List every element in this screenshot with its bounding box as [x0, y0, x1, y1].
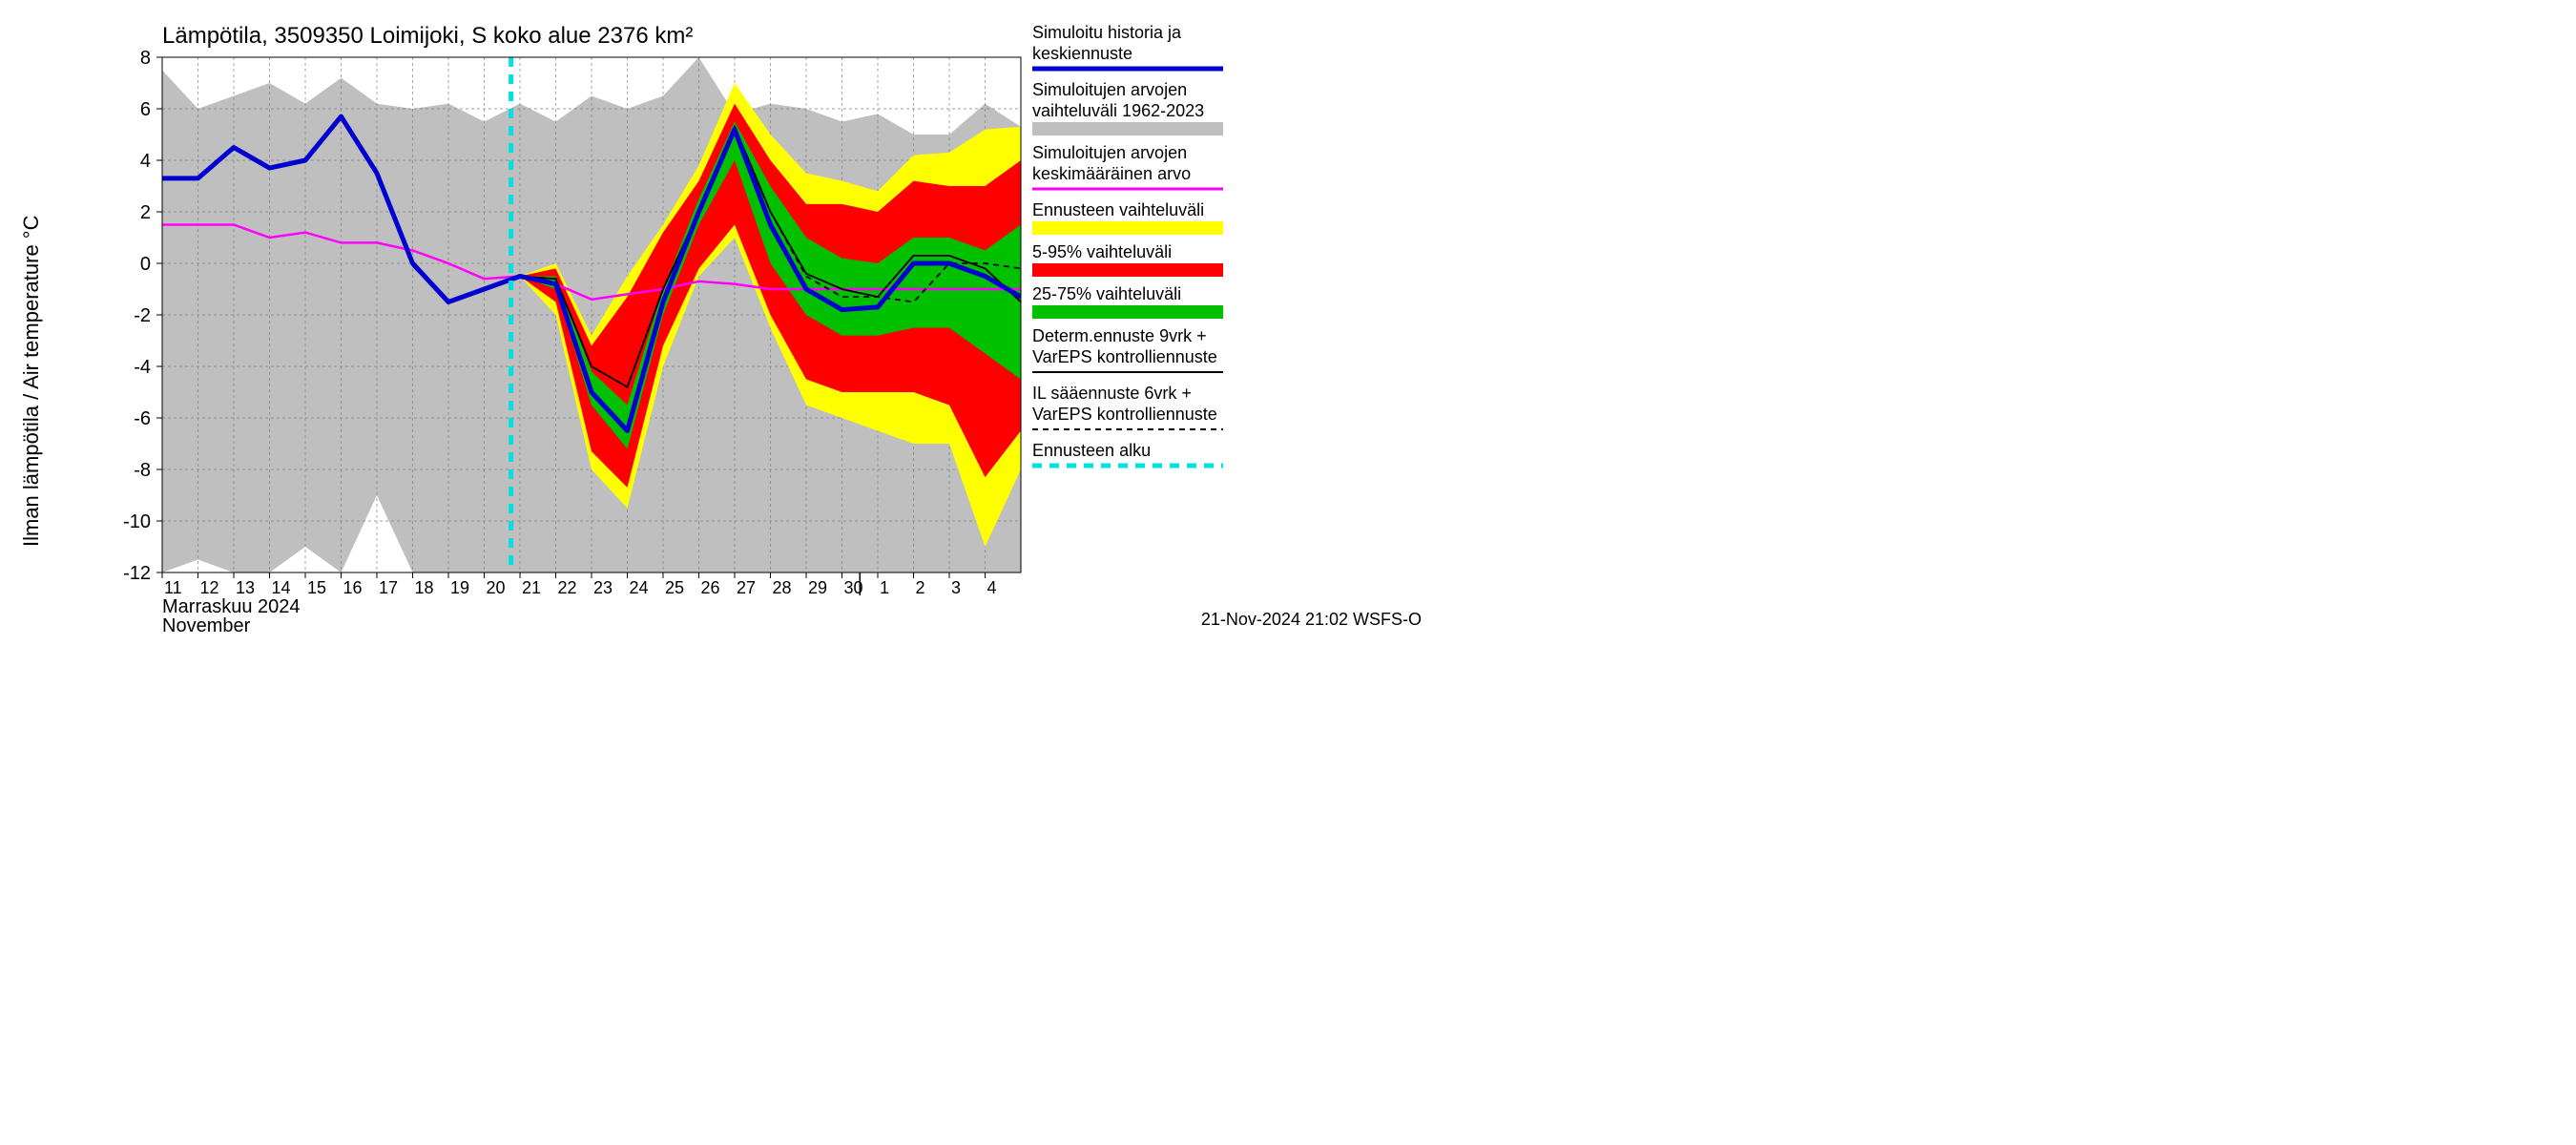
legend-swatch — [1032, 122, 1223, 135]
legend-swatch — [1032, 263, 1223, 277]
x-tick-label: 16 — [343, 578, 363, 597]
legend-label: Simuloitujen arvojen — [1032, 143, 1187, 162]
x-tick-label: 2 — [916, 578, 925, 597]
x-tick-label: 19 — [450, 578, 469, 597]
y-tick-label: -8 — [134, 460, 151, 481]
x-tick-label: 11 — [164, 578, 182, 597]
legend-label: Simuloitu historia ja — [1032, 23, 1182, 42]
y-tick-label: -4 — [134, 357, 151, 378]
legend-swatch — [1032, 305, 1223, 319]
legend-swatch — [1032, 221, 1223, 235]
chart-title: Lämpötila, 3509350 Loimijoki, S koko alu… — [162, 23, 693, 49]
legend-label: VarEPS kontrolliennuste — [1032, 347, 1217, 366]
legend-label: VarEPS kontrolliennuste — [1032, 405, 1217, 424]
x-tick-label: 14 — [272, 578, 291, 597]
x-tick-label: 21 — [522, 578, 541, 597]
x-tick-label: 27 — [737, 578, 756, 597]
y-tick-label: 6 — [140, 99, 151, 120]
x-tick-label: 29 — [808, 578, 827, 597]
x-tick-label: 4 — [987, 578, 997, 597]
legend-label: IL sääennuste 6vrk + — [1032, 384, 1192, 403]
x-tick-label: 3 — [951, 578, 961, 597]
x-tick-label: 23 — [593, 578, 613, 597]
legend-label: keskimääräinen arvo — [1032, 164, 1191, 183]
y-tick-label: -10 — [123, 511, 151, 532]
x-tick-label: 22 — [558, 578, 577, 597]
x-tick-label: 20 — [487, 578, 506, 597]
legend-label: Determ.ennuste 9vrk + — [1032, 326, 1207, 345]
x-tick-label: 15 — [307, 578, 326, 597]
x-tick-label: 13 — [236, 578, 255, 597]
legend-label: Ennusteen alku — [1032, 441, 1151, 460]
legend-label: Ennusteen vaihteluväli — [1032, 200, 1204, 219]
y-tick-label: 0 — [140, 254, 151, 275]
legend-label: keskiennuste — [1032, 44, 1132, 63]
month-label-1: Marraskuu 2024 — [162, 596, 301, 617]
legend-label: 5-95% vaihteluväli — [1032, 242, 1172, 261]
legend-label: vaihteluväli 1962-2023 — [1032, 101, 1204, 120]
x-tick-label: 24 — [630, 578, 649, 597]
legend-label: 25-75% vaihteluväli — [1032, 284, 1181, 303]
timestamp: 21-Nov-2024 21:02 WSFS-O — [1201, 610, 1422, 629]
x-tick-label: 25 — [665, 578, 684, 597]
month-label-2: November — [162, 615, 251, 636]
legend-label: Simuloitujen arvojen — [1032, 80, 1187, 99]
y-tick-label: -6 — [134, 408, 151, 429]
y-tick-label: 8 — [140, 48, 151, 69]
temperature-forecast-chart: -12-10-8-6-4-202468111213141516171819202… — [0, 0, 1431, 636]
y-tick-label: -2 — [134, 305, 151, 326]
y-tick-label: 2 — [140, 202, 151, 223]
y-tick-label: -12 — [123, 563, 151, 584]
y-tick-label: 4 — [140, 151, 151, 172]
x-tick-label: 12 — [200, 578, 219, 597]
x-tick-label: 17 — [379, 578, 398, 597]
x-tick-label: 18 — [415, 578, 434, 597]
x-tick-label: 1 — [880, 578, 889, 597]
x-tick-label: 26 — [701, 578, 720, 597]
y-axis-label: Ilman lämpötila / Air temperature °C — [19, 215, 43, 547]
x-tick-label: 28 — [773, 578, 792, 597]
